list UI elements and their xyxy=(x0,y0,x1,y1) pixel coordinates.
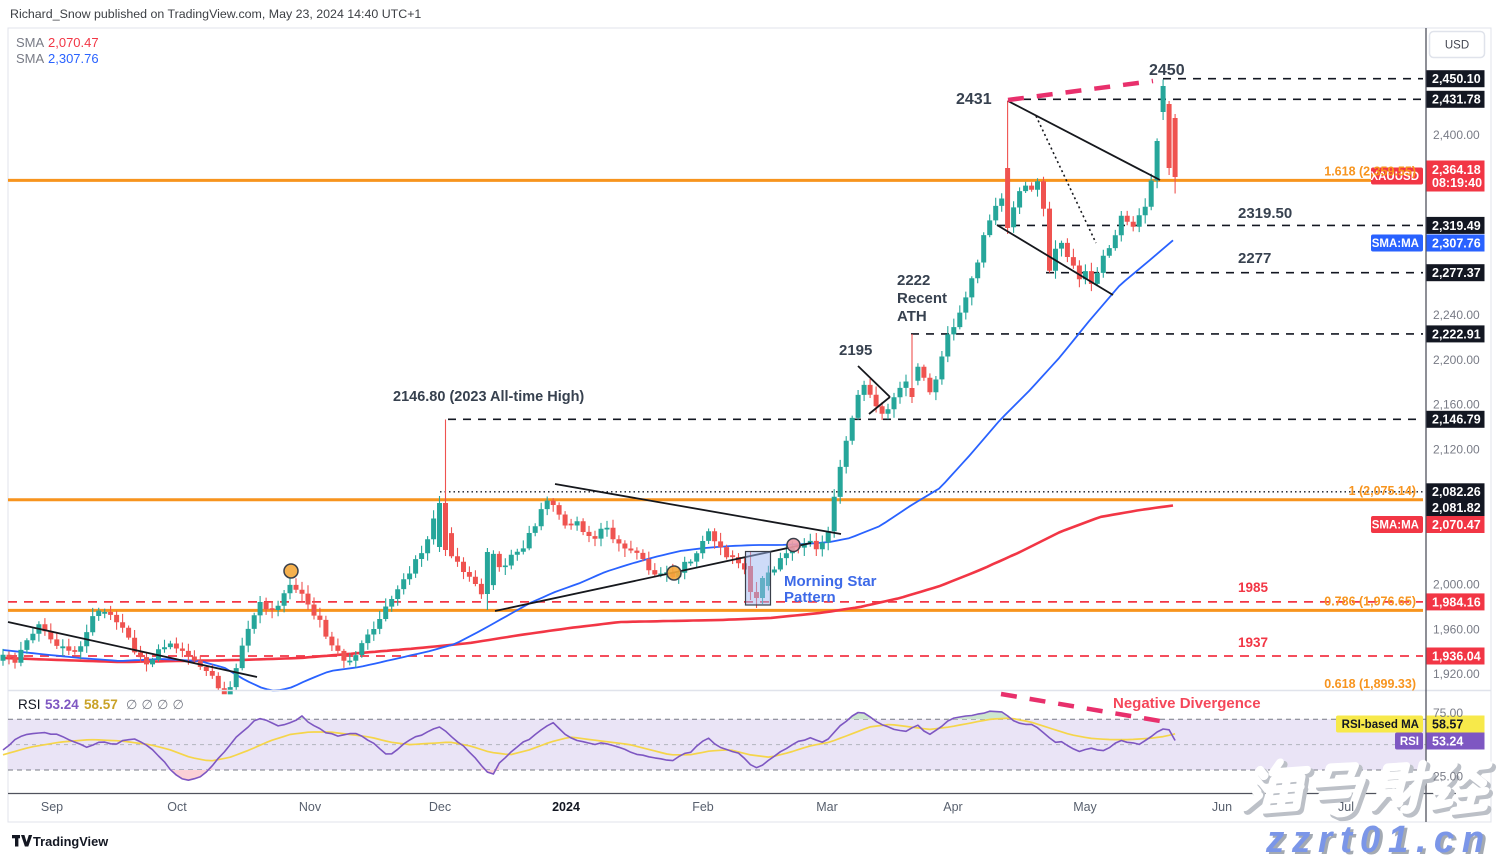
svg-text:2,081.82: 2,081.82 xyxy=(1432,501,1481,515)
svg-text:Richard_Snow published on Trad: Richard_Snow published on TradingView.co… xyxy=(10,7,421,21)
svg-text:zzrt01.cn: zzrt01.cn xyxy=(1268,821,1495,857)
svg-text:2222: 2222 xyxy=(897,272,930,289)
svg-text:2319.50: 2319.50 xyxy=(1238,205,1292,222)
svg-text:0.786 (1,976.65): 0.786 (1,976.65) xyxy=(1324,594,1416,608)
svg-text:1.618 (2,359.55): 1.618 (2,359.55) xyxy=(1324,164,1416,178)
svg-text:53.24: 53.24 xyxy=(45,697,79,712)
svg-text:1937: 1937 xyxy=(1238,635,1268,650)
svg-text:Jul: Jul xyxy=(1338,800,1354,814)
svg-text:2,400.00: 2,400.00 xyxy=(1433,128,1480,142)
svg-text:1,936.04: 1,936.04 xyxy=(1432,649,1481,663)
svg-text:Feb: Feb xyxy=(692,800,714,814)
svg-text:2,307.76: 2,307.76 xyxy=(48,51,99,66)
svg-text:∅: ∅ xyxy=(142,697,153,712)
svg-text:1,960.00: 1,960.00 xyxy=(1433,622,1480,636)
svg-text:2,450.10: 2,450.10 xyxy=(1432,72,1481,86)
svg-text:25.00: 25.00 xyxy=(1433,770,1463,784)
svg-text:May: May xyxy=(1073,800,1097,814)
svg-text:1 (2,075.14): 1 (2,075.14) xyxy=(1349,484,1416,498)
svg-text:∅: ∅ xyxy=(157,697,168,712)
svg-text:∅: ∅ xyxy=(126,697,137,712)
svg-text:1,984.16: 1,984.16 xyxy=(1432,595,1481,609)
svg-text:2,082.26: 2,082.26 xyxy=(1432,485,1481,499)
svg-text:58.57: 58.57 xyxy=(84,697,118,712)
svg-text:RSI: RSI xyxy=(18,697,41,712)
svg-text:Nov: Nov xyxy=(299,800,322,814)
svg-text:Jun: Jun xyxy=(1212,800,1232,814)
svg-text:2,364.18: 2,364.18 xyxy=(1432,163,1481,177)
svg-text:2,431.78: 2,431.78 xyxy=(1432,93,1481,107)
svg-text:∅: ∅ xyxy=(173,697,184,712)
svg-text:2,070.47: 2,070.47 xyxy=(48,35,99,50)
svg-text:Apr: Apr xyxy=(943,800,962,814)
svg-text:2,070.47: 2,070.47 xyxy=(1432,518,1481,532)
svg-text:SMA: SMA xyxy=(16,35,45,50)
svg-text:2195: 2195 xyxy=(839,342,872,359)
svg-text:2,307.76: 2,307.76 xyxy=(1432,236,1481,250)
svg-text:2431: 2431 xyxy=(956,91,992,108)
svg-text:SMA:MA: SMA:MA xyxy=(1372,520,1419,532)
svg-text:2,319.49: 2,319.49 xyxy=(1432,219,1481,233)
svg-text:2,146.79: 2,146.79 xyxy=(1432,413,1481,427)
svg-text:XAUUSD: XAUUSD xyxy=(1370,171,1419,183)
svg-text:2277: 2277 xyxy=(1238,250,1271,267)
svg-text:2,200.00: 2,200.00 xyxy=(1433,353,1480,367)
svg-text:2024: 2024 xyxy=(552,800,580,814)
svg-text:08:19:40: 08:19:40 xyxy=(1432,176,1482,190)
svg-text:SMA:MA: SMA:MA xyxy=(1372,238,1419,250)
svg-text:1,920.00: 1,920.00 xyxy=(1433,667,1480,681)
svg-text:2,240.00: 2,240.00 xyxy=(1433,308,1480,322)
svg-text:Recent: Recent xyxy=(897,290,947,307)
svg-text:Sep: Sep xyxy=(41,800,63,814)
svg-text:53.24: 53.24 xyxy=(1432,734,1463,748)
svg-text:75.00: 75.00 xyxy=(1433,706,1463,720)
svg-text:2,120.00: 2,120.00 xyxy=(1433,443,1480,457)
svg-text:Oct: Oct xyxy=(167,800,187,814)
svg-text:Dec: Dec xyxy=(429,800,451,814)
svg-text:SMA: SMA xyxy=(16,51,45,66)
svg-text:USD: USD xyxy=(1445,40,1469,52)
svg-text:2,000.00: 2,000.00 xyxy=(1433,577,1480,591)
svg-text:Pattern: Pattern xyxy=(784,589,836,606)
svg-text:zzrt01.cn: zzrt01.cn xyxy=(1265,819,1492,857)
svg-text:TradingView: TradingView xyxy=(33,834,108,849)
svg-text:2,160.00: 2,160.00 xyxy=(1433,398,1480,412)
svg-text:58.57: 58.57 xyxy=(1432,717,1463,731)
svg-text:Morning Star: Morning Star xyxy=(784,573,877,590)
svg-text:ATH: ATH xyxy=(897,308,927,325)
svg-text:2,222.91: 2,222.91 xyxy=(1432,327,1481,341)
svg-text:2,277.37: 2,277.37 xyxy=(1432,266,1481,280)
svg-text:Mar: Mar xyxy=(816,800,838,814)
svg-text:Negative Divergence: Negative Divergence xyxy=(1113,695,1261,712)
svg-text:2146.80 (2023 All-time High): 2146.80 (2023 All-time High) xyxy=(393,389,584,405)
svg-text:0.618 (1,899.33): 0.618 (1,899.33) xyxy=(1324,677,1416,691)
svg-text:RSI-based MA: RSI-based MA xyxy=(1342,719,1419,731)
svg-text:1985: 1985 xyxy=(1238,580,1269,595)
svg-text:2450: 2450 xyxy=(1149,62,1185,79)
svg-text:RSI: RSI xyxy=(1400,736,1419,748)
